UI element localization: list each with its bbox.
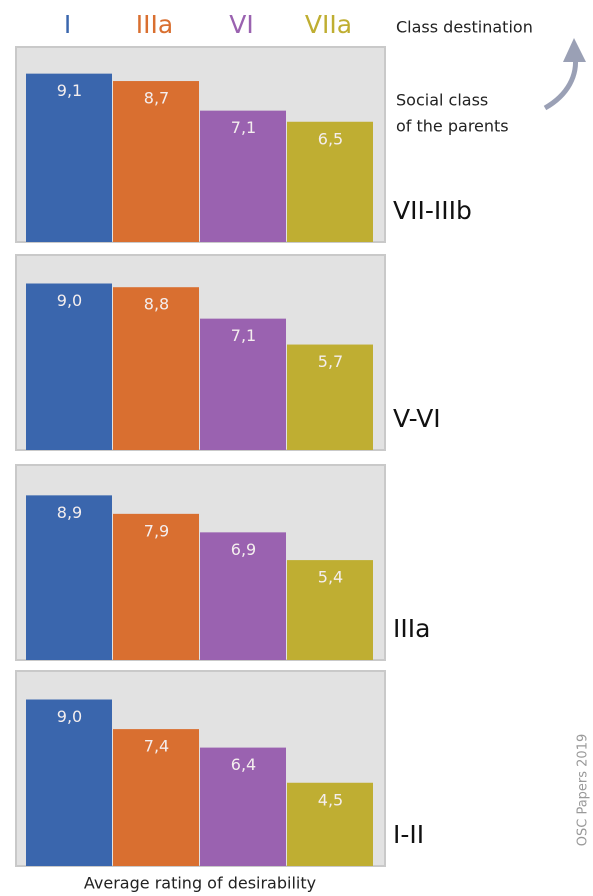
value-label: 8,8 (144, 295, 169, 314)
bar (113, 81, 199, 242)
bar (200, 747, 286, 866)
bar (113, 513, 199, 660)
value-label: 7,1 (231, 326, 256, 345)
source: OSC Papers 2019 (576, 734, 591, 847)
bar (200, 318, 286, 450)
destination-label: Class destination (396, 18, 533, 37)
value-label: 5,7 (318, 352, 343, 371)
arrow-head (563, 38, 586, 62)
value-label: 7,9 (144, 521, 169, 540)
value-label: 6,4 (231, 755, 256, 774)
legend-label: VIIa (305, 10, 352, 39)
bar (287, 560, 373, 660)
legend-label: VI (229, 10, 253, 39)
panel-title: VII-IIIb (393, 196, 472, 225)
bar (287, 782, 373, 866)
value-label: 7,4 (144, 737, 169, 756)
bar (287, 344, 373, 450)
value-label: 4,5 (318, 790, 343, 809)
panel-title: V-VI (393, 404, 441, 433)
value-label: 8,7 (144, 89, 169, 108)
bar (113, 729, 199, 866)
value-label: 9,0 (57, 291, 82, 310)
value-label: 6,9 (231, 540, 256, 559)
bar (26, 495, 112, 660)
value-label: 9,1 (57, 81, 82, 100)
panel-title: IIIa (393, 614, 430, 643)
legend-label: IIIa (136, 10, 173, 39)
bar (26, 283, 112, 450)
arrow (543, 54, 579, 111)
value-label: 9,0 (57, 707, 82, 726)
panel-title: I-II (393, 820, 424, 849)
bar (113, 287, 199, 450)
bar (200, 532, 286, 660)
value-label: 5,4 (318, 568, 343, 587)
legend-label: I (64, 10, 71, 39)
bar (26, 73, 112, 243)
bar (26, 699, 112, 866)
parents-label: Social class (396, 91, 488, 110)
bar (200, 110, 286, 243)
parents-label: of the parents (396, 117, 509, 136)
value-label: 8,9 (57, 503, 82, 522)
value-label: 7,1 (231, 118, 256, 137)
x-axis-label: Average rating of desirability (84, 874, 316, 893)
value-label: 6,5 (318, 129, 343, 148)
bar (287, 121, 373, 242)
